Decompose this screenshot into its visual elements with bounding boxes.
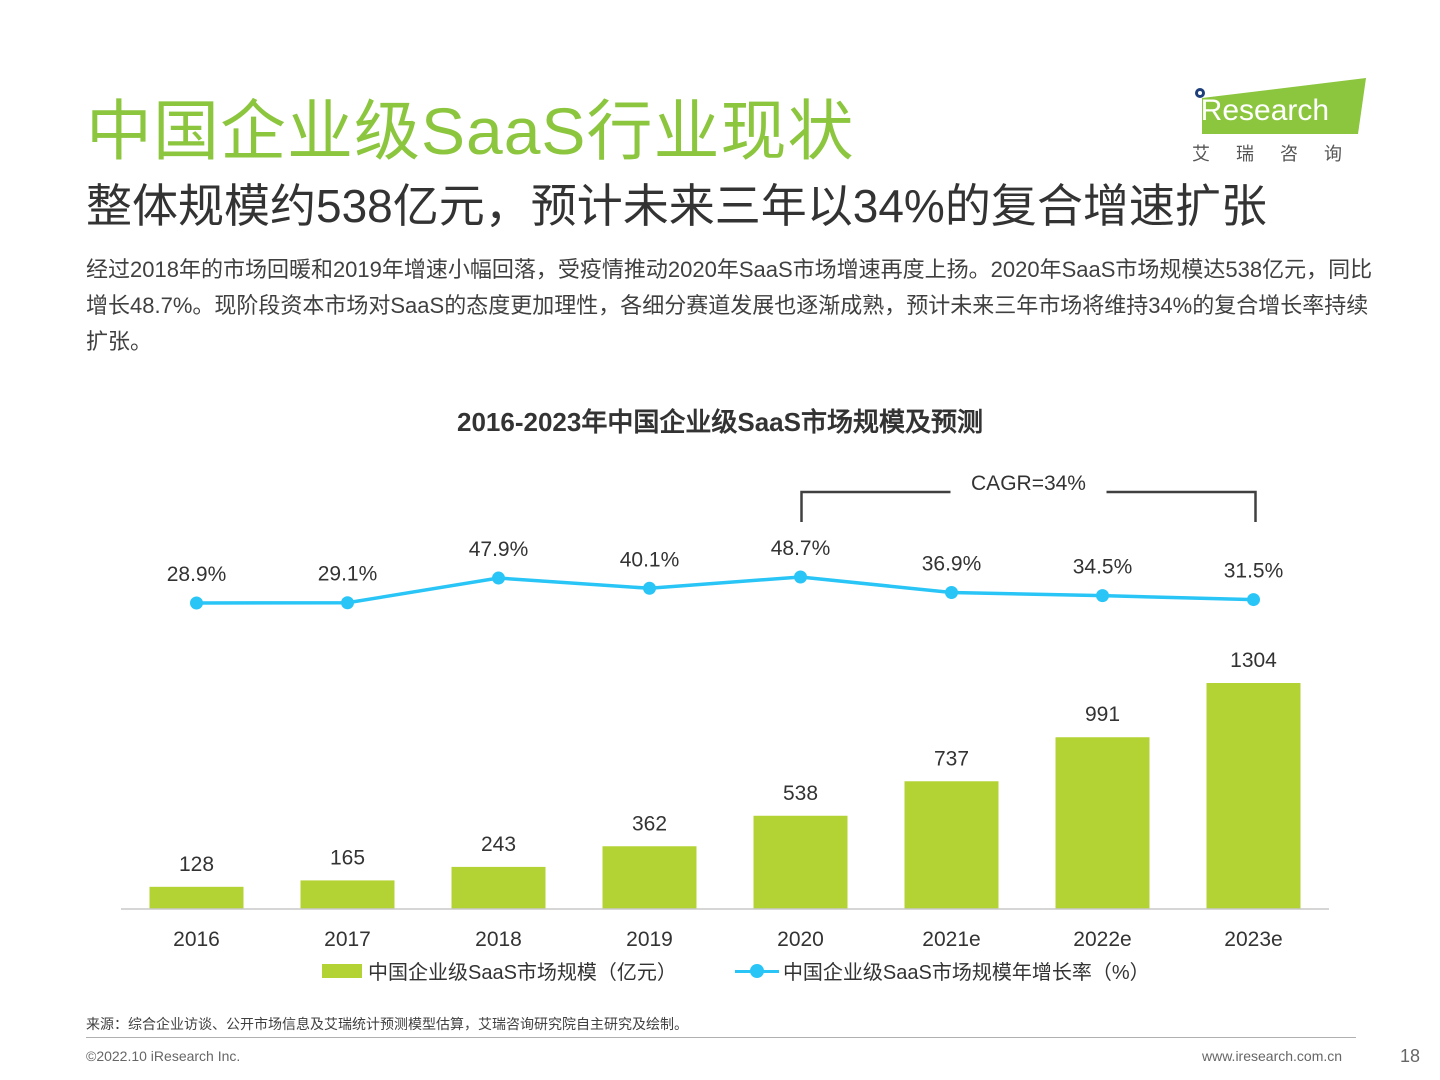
legend-item-bar: 中国企业级SaaS市场规模（亿元） xyxy=(322,956,677,985)
growth-rate-line xyxy=(196,575,1254,605)
page-number: 18 xyxy=(1400,1046,1421,1066)
bar-2021e xyxy=(904,781,999,909)
x-tick-2021e: 2021e xyxy=(922,928,980,951)
x-tick-2019: 2019 xyxy=(626,928,673,951)
page-title: 中国企业级SaaS行业现状 xyxy=(86,94,855,168)
legend-label-bar: 中国企业级SaaS市场规模（亿元） xyxy=(368,962,677,984)
bar-2016 xyxy=(149,886,244,909)
growth-point-2016 xyxy=(190,596,203,610)
legend-swatch-bar xyxy=(322,963,362,978)
growth-label-2019: 40.1% xyxy=(620,548,680,571)
bar-2017 xyxy=(300,880,395,909)
x-tick-2022e: 2022e xyxy=(1073,928,1131,951)
legend-swatch-line xyxy=(734,963,779,978)
source-note: 来源：综合企业访谈、公开市场信息及艾瑞统计预测模型估算，艾瑞咨询研究院自主研究及… xyxy=(86,1016,688,1032)
growth-point-2018 xyxy=(492,571,505,585)
legend-label-line: 中国企业级SaaS市场规模年增长率（%） xyxy=(782,962,1150,984)
bar-label-2023e: 1304 xyxy=(1230,649,1277,672)
page-description: 经过2018年的市场回暖和2019年增速小幅回落，受疫情推动2020年SaaS市… xyxy=(86,257,1373,354)
growth-point-2021e xyxy=(945,585,958,599)
growth-label-2020: 48.7% xyxy=(771,537,831,560)
growth-label-2016: 28.9% xyxy=(167,563,227,586)
x-tick-2023e: 2023e xyxy=(1224,928,1282,951)
website-url: www.iresearch.com.cn xyxy=(1202,1048,1343,1064)
bar-2023e xyxy=(1206,683,1301,909)
x-tick-2020: 2020 xyxy=(777,928,824,951)
growth-label-2023e: 31.5% xyxy=(1224,560,1284,583)
bar-2018 xyxy=(451,866,546,909)
bar-label-2018: 243 xyxy=(481,833,516,856)
bar-label-2016: 128 xyxy=(179,853,214,876)
logo-tagline: 艾瑞咨询 xyxy=(1192,144,1368,164)
bar-label-2017: 165 xyxy=(330,846,365,869)
growth-point-2022e xyxy=(1096,589,1109,603)
bar-label-2022e: 991 xyxy=(1085,703,1120,726)
copyright: ©2022.10 iResearch Inc. xyxy=(86,1048,241,1064)
x-tick-2018: 2018 xyxy=(475,928,522,951)
logo-text: iResearch xyxy=(1194,94,1329,127)
growth-label-2022e: 34.5% xyxy=(1073,556,1133,579)
chart-title: 2016-2023年中国企业级SaaS市场规模及预测 xyxy=(457,407,983,437)
bar-2019 xyxy=(602,846,697,909)
growth-point-2020 xyxy=(794,570,807,584)
page-subtitle: 整体规模约538亿元，预计未来三年以34%的复合增速扩张 xyxy=(86,180,1267,232)
footer-divider xyxy=(86,1037,1356,1038)
cagr-bracket-left xyxy=(800,490,951,522)
legend-item-line: 中国企业级SaaS市场规模年增长率（%） xyxy=(734,956,1150,985)
growth-point-2017 xyxy=(341,596,354,610)
growth-point-2019 xyxy=(643,581,656,595)
cagr-label: CAGR=34% xyxy=(971,472,1086,495)
bar-2020 xyxy=(753,815,848,909)
bar-label-2021e: 737 xyxy=(934,747,969,770)
growth-label-2021e: 36.9% xyxy=(922,552,982,575)
bar-2022e xyxy=(1055,737,1150,909)
x-tick-2017: 2017 xyxy=(324,928,371,951)
x-tick-2016: 2016 xyxy=(173,928,220,951)
cagr-bracket-right xyxy=(1106,490,1257,522)
bar-label-2019: 362 xyxy=(632,812,667,835)
iresearch-logo: iResearch xyxy=(1194,78,1366,134)
chart-legend: 中国企业级SaaS市场规模（亿元） 中国企业级SaaS市场规模年增长率（%） xyxy=(322,956,1208,985)
growth-point-2023e xyxy=(1247,593,1260,607)
bar-label-2020: 538 xyxy=(783,782,818,805)
growth-label-2017: 29.1% xyxy=(318,563,378,586)
growth-label-2018: 47.9% xyxy=(469,538,529,561)
